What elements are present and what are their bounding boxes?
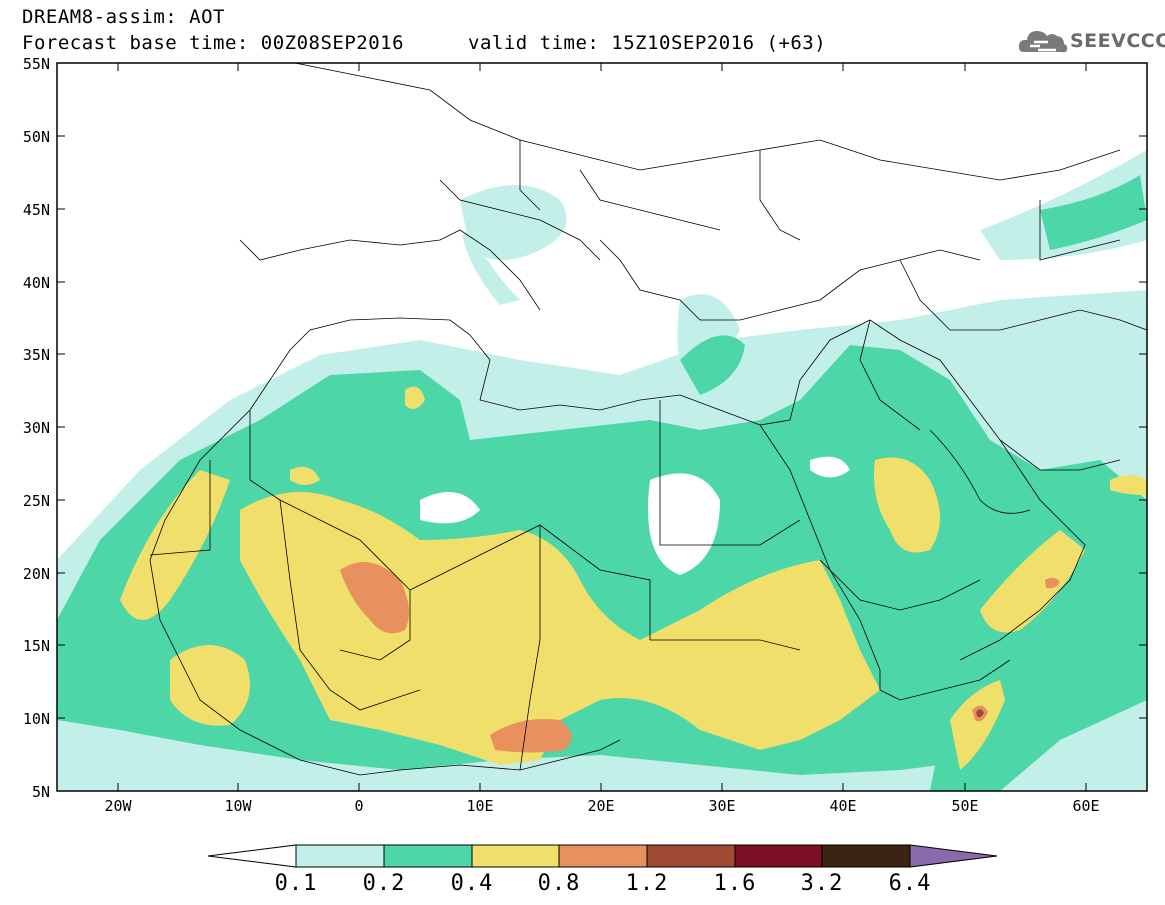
colorbar-label: 0.4: [450, 871, 494, 896]
colorbar-label: 3.2: [800, 871, 844, 896]
lat-label: 35N: [22, 346, 50, 364]
lon-label: 10E: [466, 797, 494, 815]
lat-label: 50N: [22, 128, 50, 146]
aot-contour-1.2: [976, 709, 984, 718]
aot-field: [57, 63, 1147, 791]
colorbar-label: 0.8: [537, 871, 581, 896]
product-title: DREAM8-assim: AOT: [22, 6, 225, 28]
colorbar-segment: [646, 844, 736, 868]
lon-label: 0: [354, 797, 364, 815]
colorbar-segment: [558, 844, 648, 868]
lat-label: 40N: [22, 274, 50, 292]
aot-contour-0.8: [340, 562, 1060, 753]
lat-label: 55N: [22, 55, 50, 73]
axis-ticks: [57, 62, 1147, 791]
valid-time: valid time: 15Z10SEP2016 (+63): [468, 32, 827, 54]
colorbar-label: 0.1: [274, 871, 318, 896]
forecast-base-time: Forecast base time: 00Z08SEP2016: [22, 32, 405, 54]
lon-label: 10W: [224, 797, 252, 815]
colorbar: [207, 844, 998, 868]
lat-label: 20N: [22, 565, 50, 583]
logo-text: SEEVCCC: [1070, 30, 1165, 52]
seevccc-logo: SEEVCCC: [1018, 24, 1165, 58]
colorbar-segment: [383, 844, 473, 868]
lat-label: 10N: [22, 710, 50, 728]
lon-label: 60E: [1072, 797, 1100, 815]
coastlines-borders: [149, 63, 1147, 776]
colorbar-segment-below: [207, 844, 297, 868]
lon-label: 50E: [951, 797, 979, 815]
colorbar-segment: [821, 844, 911, 868]
colorbar-label: 0.2: [362, 871, 406, 896]
colorbar-label: 1.6: [713, 871, 757, 896]
lat-label: 25N: [22, 492, 50, 510]
lat-label: 15N: [22, 637, 50, 655]
aot-contour-below-0.1: [420, 456, 850, 575]
colorbar-label: 6.4: [888, 871, 932, 896]
cloud-logo-icon: [1018, 31, 1068, 53]
lat-label: 45N: [22, 201, 50, 219]
lon-label: 20W: [104, 797, 132, 815]
colorbar-segment: [734, 844, 823, 868]
colorbar-segment-above: [909, 844, 998, 868]
lon-label: 30E: [708, 797, 736, 815]
lat-label: 30N: [22, 419, 50, 437]
colorbar-segment: [295, 844, 385, 868]
lon-label: 20E: [587, 797, 615, 815]
colorbar-label: 1.2: [625, 871, 669, 896]
colorbar-segment: [471, 844, 560, 868]
lon-label: 40E: [829, 797, 857, 815]
lat-label: 5N: [31, 783, 50, 801]
